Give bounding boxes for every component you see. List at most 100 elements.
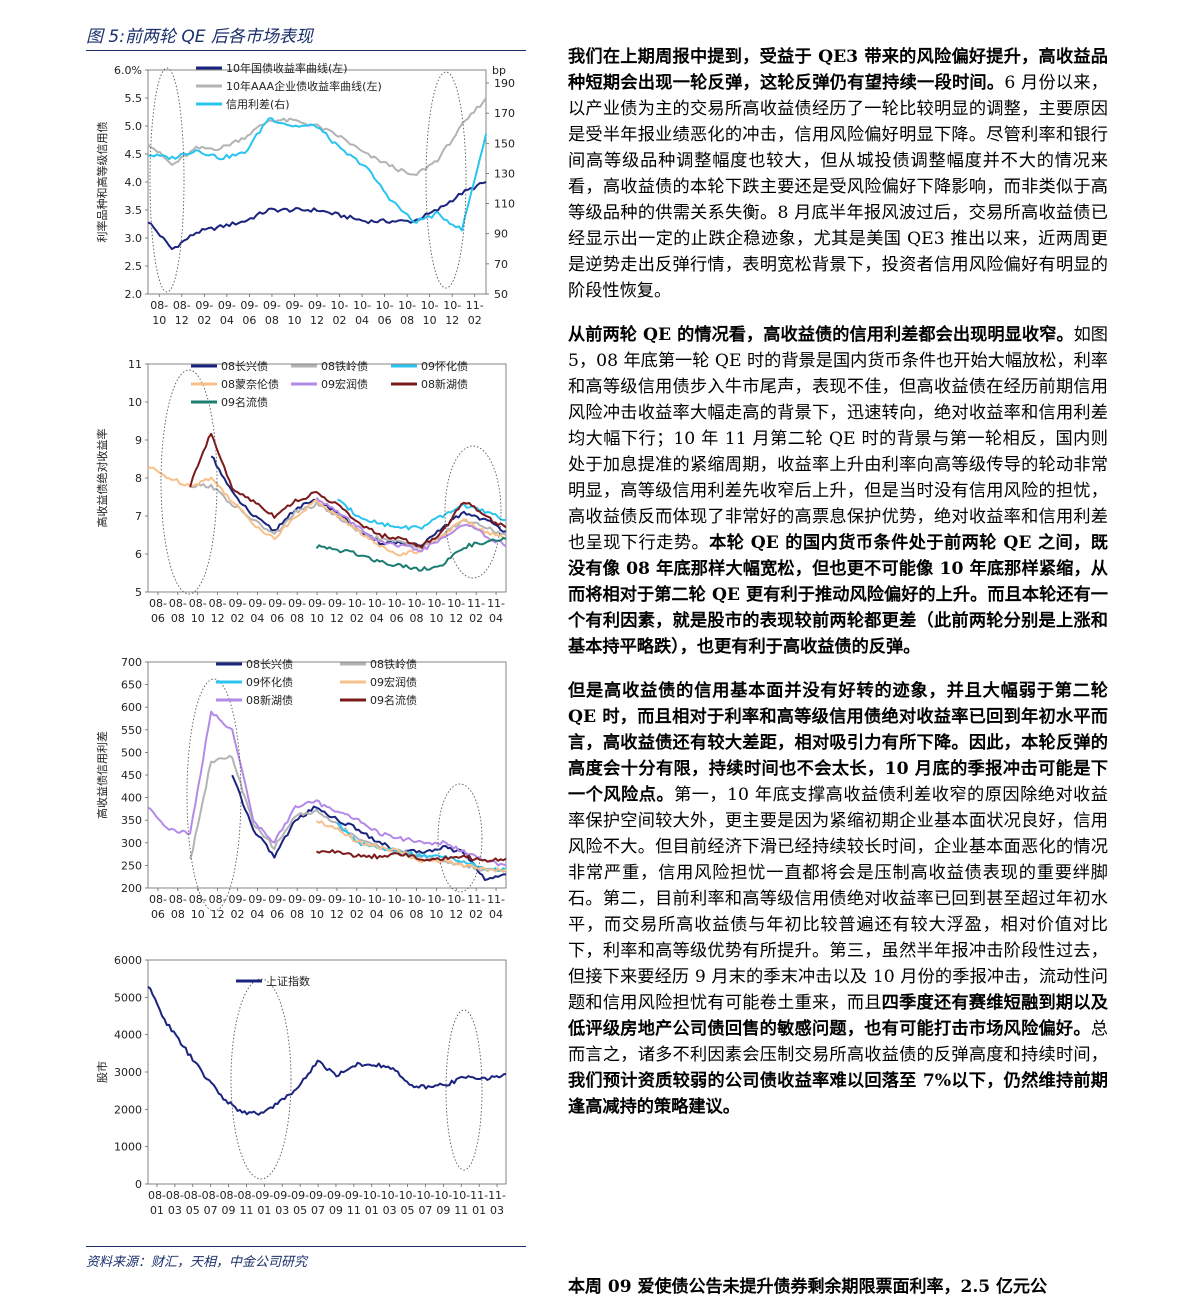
legend-label: 10年国债收益率曲线(左) xyxy=(226,61,348,75)
y-axis-label: 高收益债信用利差 xyxy=(95,731,109,819)
x-tick-label: 02 xyxy=(231,908,245,921)
qe-period-ellipse xyxy=(230,978,292,1180)
x-tick-label: 09- xyxy=(345,1189,363,1202)
x-tick-label: 01 xyxy=(150,1204,164,1217)
qe-period-ellipse xyxy=(445,1009,483,1171)
x-tick-label: 10- xyxy=(388,893,406,906)
x-tick-label: 05 xyxy=(401,1204,415,1217)
x-tick-label: 09- xyxy=(255,1189,273,1202)
x-tick-label: 08 xyxy=(171,612,185,625)
x-tick-label: 10 xyxy=(310,612,324,625)
x-tick-label: 09- xyxy=(285,299,303,312)
x-tick-label: 10 xyxy=(287,314,301,327)
y2-tick-label: 70 xyxy=(494,258,508,271)
x-tick-label: 10- xyxy=(363,1189,381,1202)
x-tick-label: 02 xyxy=(350,612,364,625)
x-tick-label: 12 xyxy=(449,908,463,921)
chart-high-yield-absolute: 11 10 9 8 7 6 5 高收益债绝对收益率 08- 06 08- 08 08- 10 08- 12 09… xyxy=(95,358,507,625)
series-line-5 xyxy=(315,497,507,553)
qe-period-ellipse xyxy=(437,783,483,893)
x-tick-label: 04 xyxy=(355,314,369,327)
x-tick-label: 12 xyxy=(211,612,225,625)
x-tick-label: 08- xyxy=(169,597,187,610)
x-tick-label: 09- xyxy=(309,1189,327,1202)
x-tick-label: 10- xyxy=(443,299,461,312)
y-tick-label: 550 xyxy=(121,724,142,737)
x-tick-label: 05 xyxy=(186,1204,200,1217)
series-line-3 xyxy=(336,821,507,873)
x-tick-label: 09 xyxy=(436,1204,450,1217)
x-tick-label: 04 xyxy=(250,908,264,921)
series-line-4 xyxy=(147,465,507,557)
paragraph-2-lead: 从前两轮 QE 的情况看，高收益债的信用利差都会出现明显收窄。 xyxy=(568,325,1074,345)
x-tick-label: 11- xyxy=(487,597,505,610)
x-tick-label: 03 xyxy=(490,1204,504,1217)
x-tick-label: 08- xyxy=(209,893,227,906)
x-tick-label: 10- xyxy=(408,893,426,906)
y-tick-label: 200 xyxy=(121,882,142,895)
paragraph-3-summary: 总而言之，诸多不利因素会压制交易所高收益债的反弹高度和持续时间， xyxy=(568,1019,1108,1065)
plot-frame xyxy=(147,661,507,889)
x-tick-label: 08- xyxy=(209,597,227,610)
y-tick-label: 700 xyxy=(121,656,142,669)
x-tick-label: 02 xyxy=(231,612,245,625)
y-tick-label: 3.5 xyxy=(125,204,143,217)
x-tick-label: 11 xyxy=(239,1204,253,1217)
y-axis-label: 利率品种和高等级信用债 xyxy=(95,122,109,243)
paragraph-2: 从前两轮 QE 的情况看，高收益债的信用利差都会出现明显收窄。如图 5，08 年… xyxy=(568,322,1108,660)
x-tick-label: 10- xyxy=(331,299,349,312)
x-tick-label: 09- xyxy=(288,597,306,610)
x-tick-label: 10 xyxy=(429,908,443,921)
figure-source: 资料来源：财汇，天相，中金公司研究 xyxy=(86,1246,526,1270)
series-line-3 xyxy=(337,498,507,531)
x-tick-label: 06 xyxy=(390,612,404,625)
y-tick-label: 2.5 xyxy=(125,260,143,273)
x-tick-label: 08 xyxy=(171,908,185,921)
x-tick-label: 02 xyxy=(350,908,364,921)
paragraph-1: 我们在上期周报中提到，受益于 QE3 带来的风险偏好提升，高收益品种短期会出现一… xyxy=(568,44,1108,304)
body-text: 我们在上期周报中提到，受益于 QE3 带来的风险偏好提升，高收益品种短期会出现一… xyxy=(568,44,1108,1138)
x-tick-label: 09- xyxy=(229,893,247,906)
x-tick-label: 09- xyxy=(328,893,346,906)
y-tick-label: 4000 xyxy=(114,1029,142,1042)
x-tick-label: 04 xyxy=(370,612,384,625)
x-tick-label: 09- xyxy=(229,597,247,610)
x-tick-label: 10 xyxy=(191,612,205,625)
x-tick-label: 10 xyxy=(310,908,324,921)
x-tick-label: 02 xyxy=(468,314,482,327)
chart-high-yield-spread: 700 650 600 550 500 450 400 350 300 250 200 高收益债信用利… xyxy=(95,656,507,921)
y-tick-label: 3.0 xyxy=(125,232,143,245)
legend-label: 信用利差(右) xyxy=(226,97,290,111)
legend-label: 08铁岭债 xyxy=(370,657,417,671)
x-tick-label: 10 xyxy=(152,314,166,327)
y-tick-label: 300 xyxy=(121,837,142,850)
y-tick-label: 4.5 xyxy=(125,148,143,161)
next-paragraph-cut: 本周 09 爱使债公告未提升债券剩余期限票面利率，2.5 亿元公 xyxy=(568,1277,1047,1297)
series-line-5 xyxy=(147,710,507,867)
series-line-6 xyxy=(189,432,507,549)
x-tick-label: 04 xyxy=(489,612,503,625)
y2-unit-label: bp xyxy=(492,64,506,77)
qe-period-ellipse xyxy=(149,67,185,293)
x-tick-label: 09- xyxy=(195,299,213,312)
paragraph-1-body: 6 月份以来，以产业债为主的交易所高收益债经历了一轮比较明显的调整，主要原因是受… xyxy=(568,73,1108,301)
x-tick-label: 06 xyxy=(390,908,404,921)
legend-label: 09名流债 xyxy=(221,395,268,409)
x-tick-label: 12 xyxy=(175,314,189,327)
y-tick-label: 2.0 xyxy=(125,288,143,301)
x-tick-label: 08- xyxy=(184,1189,202,1202)
x-tick-label: 10- xyxy=(388,597,406,610)
x-tick-label: 02 xyxy=(333,314,347,327)
x-tick-label: 06 xyxy=(151,908,165,921)
x-tick-label: 04 xyxy=(250,612,264,625)
x-tick-label: 08- xyxy=(169,893,187,906)
x-tick-label: 10- xyxy=(381,1189,399,1202)
x-tick-label: 09- xyxy=(308,597,326,610)
x-tick-label: 06 xyxy=(242,314,256,327)
y2-tick-label: 50 xyxy=(494,288,508,301)
x-tick-label: 09 xyxy=(329,1204,343,1217)
x-tick-label: 10- xyxy=(447,893,465,906)
x-tick-label: 08- xyxy=(173,299,191,312)
legend-label: 08长兴债 xyxy=(246,657,293,671)
y-axis-label: 股市 xyxy=(95,1061,109,1083)
